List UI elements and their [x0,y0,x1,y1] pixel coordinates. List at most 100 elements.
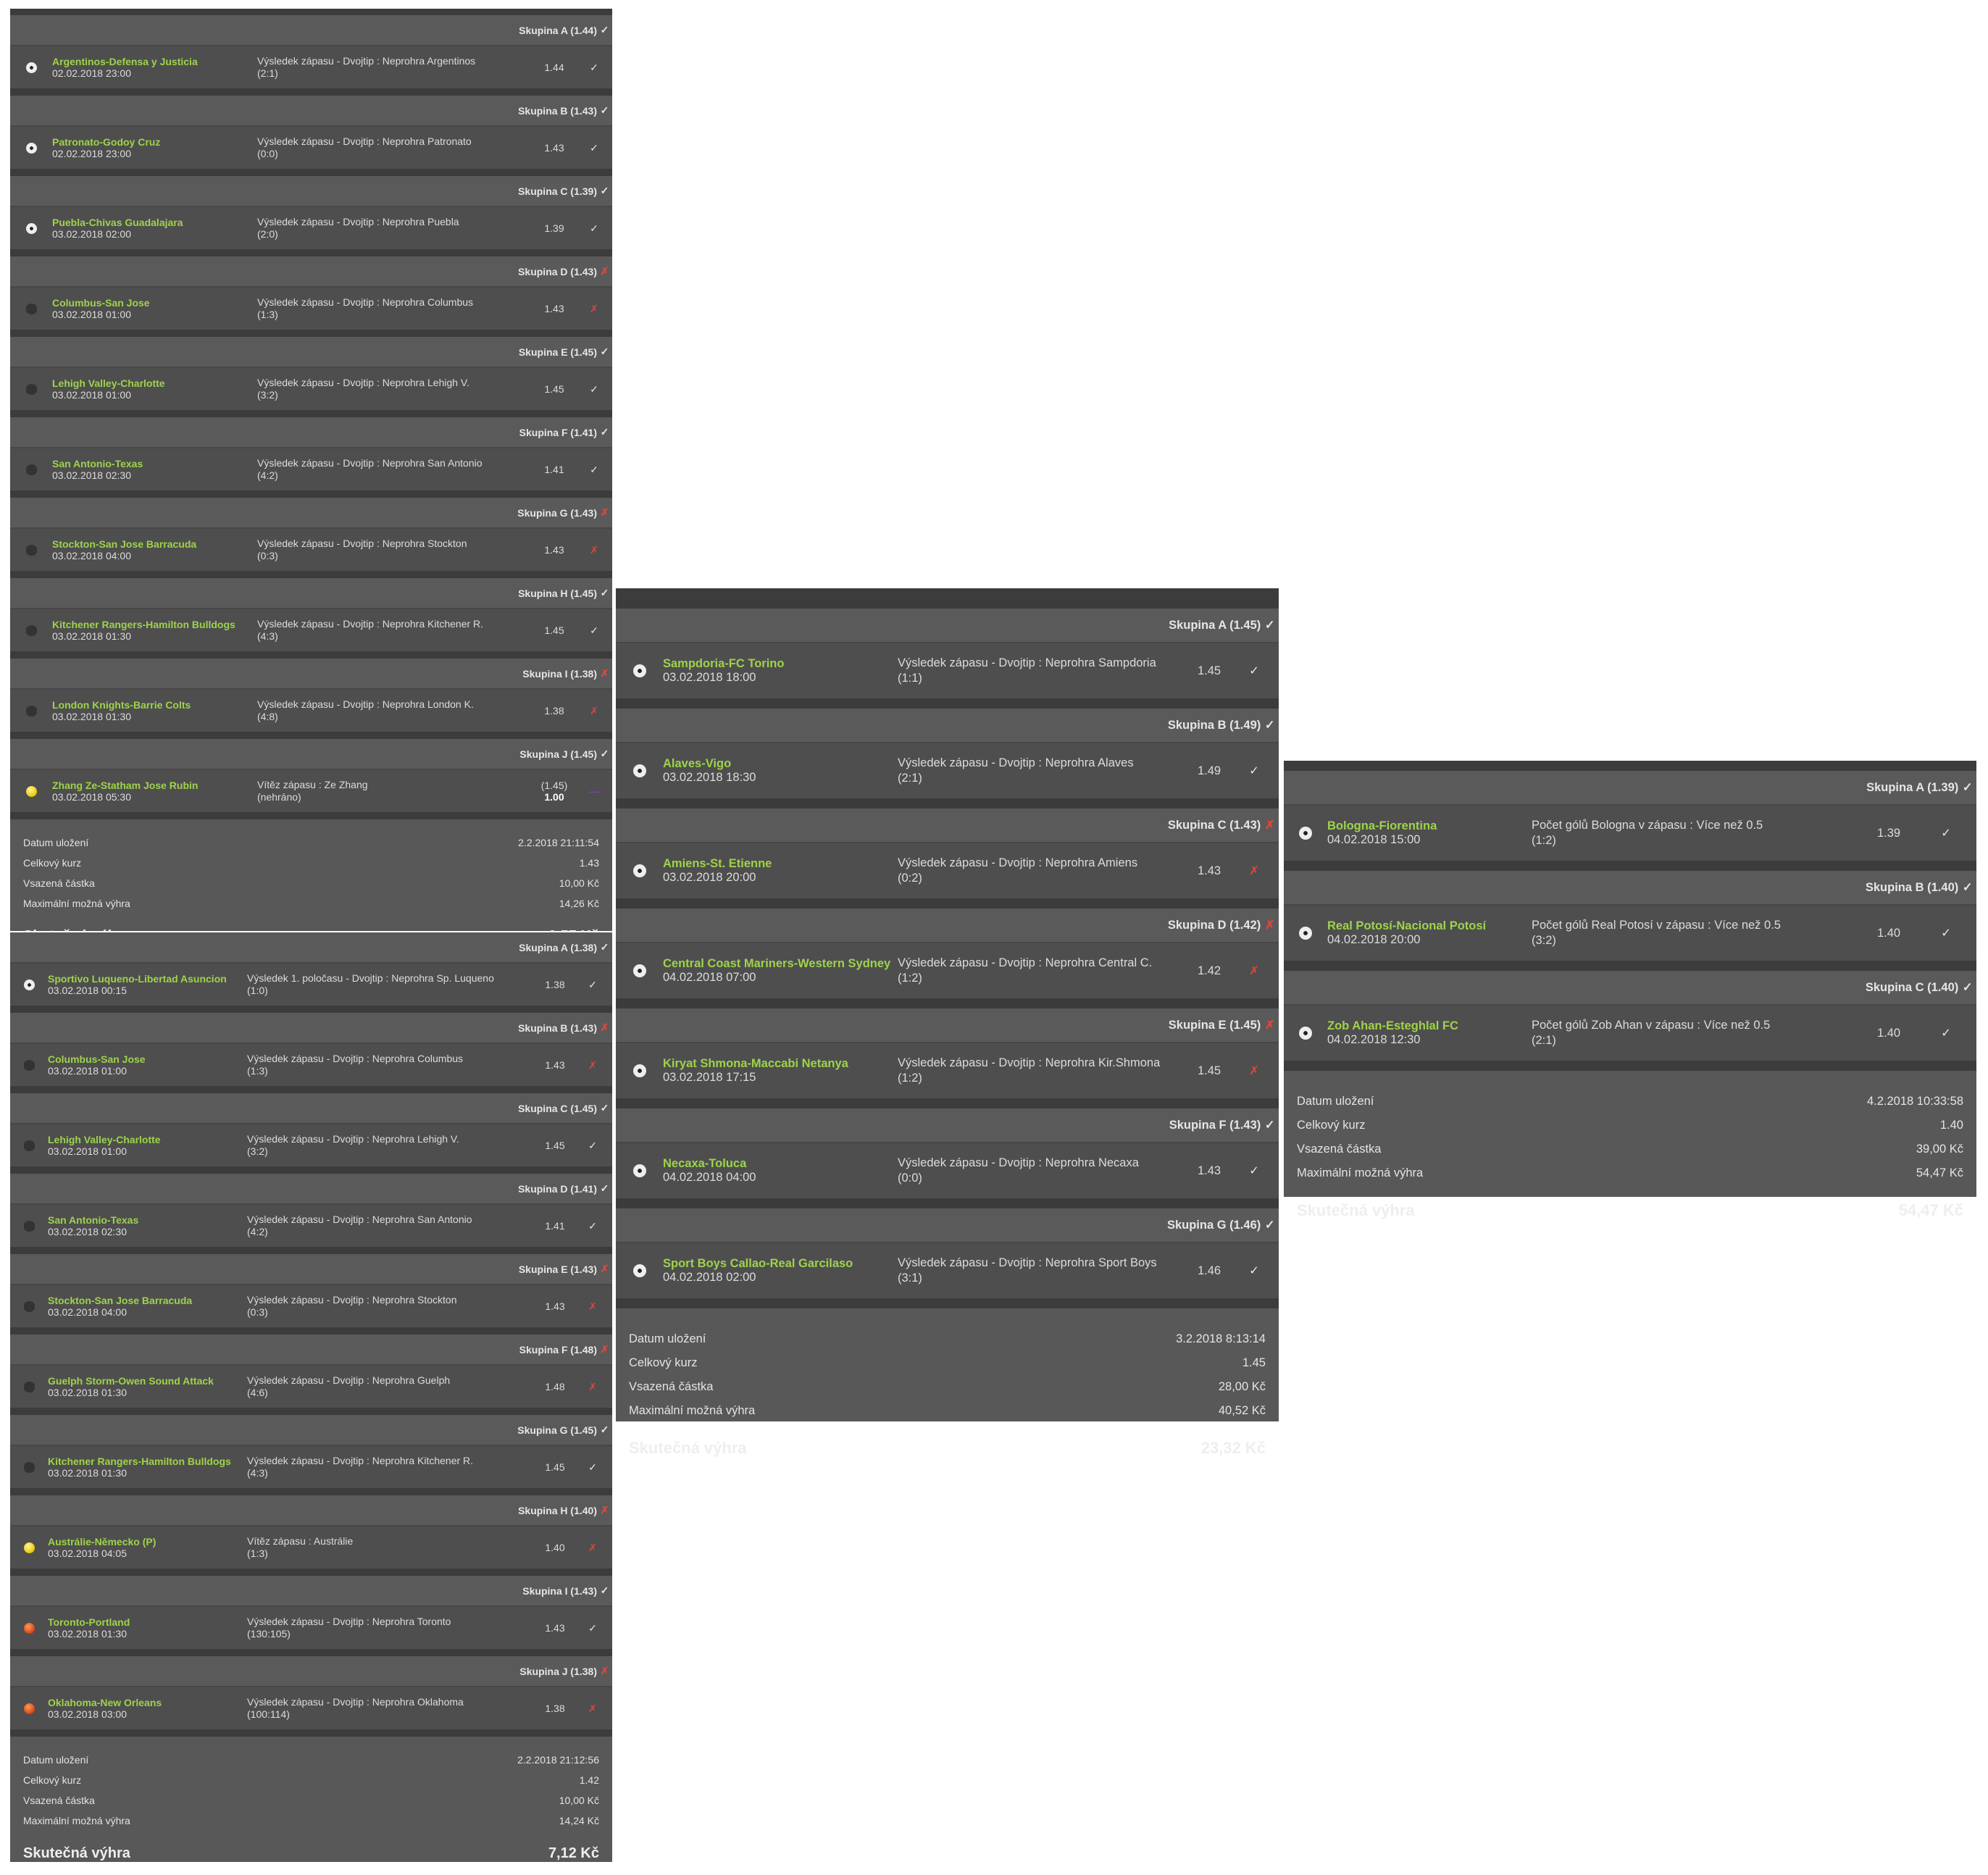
summary-value: 2.2.2018 21:11:54 [518,837,599,848]
group-label: Skupina E (1.45) [518,346,597,358]
summary-label: Skutečná výhra [23,1845,130,1861]
match-name[interactable]: Toronto-Portland [48,1616,130,1628]
summary-value: 4.2.2018 10:33:58 [1866,1095,1963,1108]
bet-row[interactable]: Austrálie-Německo (P) 03.02.2018 04:05 Ví… [10,1527,612,1569]
check-icon: ✓ [588,1621,597,1634]
match-name[interactable]: Bologna-Fiorentina [1327,819,1437,832]
bet-row[interactable]: Bologna-Fiorentina 04.02.2018 15:00 Počet… [1284,806,1976,861]
bet-row[interactable]: Alaves-Vigo 03.02.2018 18:30 Výsledek záp… [616,743,1279,798]
match-name[interactable]: Kiryat Shmona-Maccabi Netanya [663,1057,848,1070]
divider [1284,861,1976,871]
bet-slip-1: Skupina A (1.44) ✓ Argentinos-Defensa y … [10,9,612,944]
summary-label: Datum uložení [1297,1095,1374,1108]
bet-row[interactable]: San Antonio-Texas 03.02.2018 02:30 Výsled… [10,448,612,490]
match-name[interactable]: Sportivo Luqueno-Libertad Asuncion [48,973,227,985]
match-name[interactable]: Columbus-San Jose [52,297,150,309]
slip-top-strip [616,588,1279,609]
match-name[interactable]: Columbus-San Jose [48,1053,146,1065]
bet-row[interactable]: Columbus-San Jose 03.02.2018 01:00 Výsled… [10,1044,612,1086]
odds-value: 1.45 [1197,664,1221,677]
odds-value: 1.45 [1197,1064,1221,1077]
group-header: Skupina H (1.45) ✓ [10,578,612,609]
odds-value: 1.43 [1197,1164,1221,1177]
match-name[interactable]: Lehigh Valley-Charlotte [48,1134,161,1145]
match-name[interactable]: Argentinos-Defensa y Justicia [52,56,198,67]
bet-row[interactable]: Columbus-San Jose 03.02.2018 01:00 Výsled… [10,288,612,330]
odds-value: 1.40 [1876,1026,1901,1040]
match-name[interactable]: San Antonio-Texas [52,458,143,469]
summary-max-win: Maximální možná výhra 54,47 Kč [1297,1161,1963,1185]
bet-row[interactable]: Zhang Ze-Statham Jose Rubin 03.02.2018 05… [10,770,612,812]
bet-row[interactable]: Real Potosí-Nacional Potosí 04.02.2018 20… [1284,906,1976,961]
match-name[interactable]: Guelph Storm-Owen Sound Attack [48,1375,214,1387]
bet-row[interactable]: Lehigh Valley-Charlotte 03.02.2018 01:00 … [10,1124,612,1166]
match-name[interactable]: Oklahoma-New Orleans [48,1697,162,1708]
match-name[interactable]: Zhang Ze-Statham Jose Rubin [52,780,199,791]
bet-row[interactable]: Amiens-St. Etienne 03.02.2018 20:00 Výsle… [616,843,1279,898]
match-name[interactable]: Necaxa-Toluca [663,1157,747,1170]
match-result: (1:2) [1532,834,1556,847]
check-icon: ✓ [600,748,609,759]
bet-row[interactable]: Sport Boys Callao-Real Garcilaso 04.02.20… [616,1243,1279,1298]
divider [10,732,612,739]
match-name[interactable]: Kitchener Rangers-Hamilton Bulldogs [48,1456,231,1467]
match-name[interactable]: Sport Boys Callao-Real Garcilaso [663,1257,853,1270]
check-icon: ✓ [600,346,609,357]
check-icon: ✓ [600,1424,609,1435]
cross-icon: ✗ [588,1300,597,1312]
match-name[interactable]: Kitchener Rangers-Hamilton Bulldogs [52,619,235,630]
odds: 1.43 [532,544,576,556]
match-name[interactable]: Stockton-San Jose Barracuda [52,538,197,550]
match-name[interactable]: Zob Ahan-Esteghlal FC [1327,1019,1458,1032]
divider [10,571,612,578]
match-name[interactable]: Real Potosí-Nacional Potosí [1327,919,1487,932]
cross-icon: ✗ [588,1541,597,1553]
match-result: (4:3) [257,630,278,642]
bet-row[interactable]: Central Coast Mariners-Western Sydney 04.… [616,943,1279,998]
match-name[interactable]: Austrálie-Německo (P) [48,1536,156,1548]
match-name[interactable]: Stockton-San Jose Barracuda [48,1295,193,1306]
match-name[interactable]: Puebla-Chivas Guadalajara [52,217,183,228]
bet-row[interactable]: Zob Ahan-Esteghlal FC 04.02.2018 12:30 Po… [1284,1006,1976,1061]
bet-row[interactable]: Kiryat Shmona-Maccabi Netanya 03.02.2018 … [616,1043,1279,1098]
bet-row[interactable]: Stockton-San Jose Barracuda 03.02.2018 04… [10,529,612,571]
bet-row[interactable]: Argentinos-Defensa y Justicia 02.02.2018 … [10,46,612,88]
bet-slip-4: Skupina A (1.39) ✓ Bologna-Fiorentina 04.… [1284,761,1976,1219]
match-name[interactable]: Patronato-Godoy Cruz [52,136,161,148]
check-icon: ✓ [1962,881,1973,894]
bet-row[interactable]: Kitchener Rangers-Hamilton Bulldogs 03.02… [10,609,612,651]
check-icon: ✓ [1249,664,1259,677]
cross-icon: ✗ [1249,964,1259,977]
summary-label: Vsazená částka [629,1380,714,1393]
check-icon: ✓ [1264,1119,1275,1132]
cross-icon: ✗ [600,1263,609,1274]
match-result: (2:1) [898,772,922,785]
bet-row[interactable]: Toronto-Portland 03.02.2018 01:30 Výslede… [10,1607,612,1649]
group-header: Skupina G (1.45) ✓ [10,1415,612,1446]
bet-row[interactable]: Necaxa-Toluca 04.02.2018 04:00 Výsledek z… [616,1143,1279,1198]
bet-row[interactable]: London Knights-Barrie Colts 03.02.2018 01… [10,690,612,732]
check-icon: ✓ [600,1102,609,1114]
odds-value: 1.40 [1876,926,1901,940]
bet-row[interactable]: San Antonio-Texas 03.02.2018 02:30 Výsled… [10,1205,612,1247]
match-name[interactable]: Central Coast Mariners-Western Sydney [663,957,891,970]
bet-row[interactable]: Kitchener Rangers-Hamilton Bulldogs 03.02… [10,1446,612,1488]
group-label: Skupina C (1.40) [1865,980,1959,994]
match-name[interactable]: Amiens-St. Etienne [663,857,772,870]
match-name[interactable]: Alaves-Vigo [663,757,732,770]
bet-row[interactable]: Puebla-Chivas Guadalajara 03.02.2018 02:0… [10,207,612,249]
match-name[interactable]: Lehigh Valley-Charlotte [52,377,165,389]
match-name[interactable]: San Antonio-Texas [48,1214,139,1226]
odds-value: 1.42 [1197,964,1221,977]
bet-row[interactable]: Guelph Storm-Owen Sound Attack 03.02.2018… [10,1366,612,1408]
match-name[interactable]: London Knights-Barrie Colts [52,699,191,711]
bet-row[interactable]: Sportivo Luqueno-Libertad Asuncion 03.02.… [10,964,612,1006]
bet-row[interactable]: Lehigh Valley-Charlotte 03.02.2018 01:00 … [10,368,612,410]
bet-row[interactable]: Stockton-San Jose Barracuda 03.02.2018 04… [10,1285,612,1327]
group-label: Skupina D (1.41) [518,1182,597,1195]
bet-row[interactable]: Oklahoma-New Orleans 03.02.2018 03:00 Výs… [10,1687,612,1729]
bet-row[interactable]: Patronato-Godoy Cruz 02.02.2018 23:00 Výs… [10,127,612,169]
match-name[interactable]: Sampdoria-FC Torino [663,657,785,670]
check-icon: ✓ [588,1461,597,1473]
bet-row[interactable]: Sampdoria-FC Torino 03.02.2018 18:00 Výsl… [616,643,1279,698]
